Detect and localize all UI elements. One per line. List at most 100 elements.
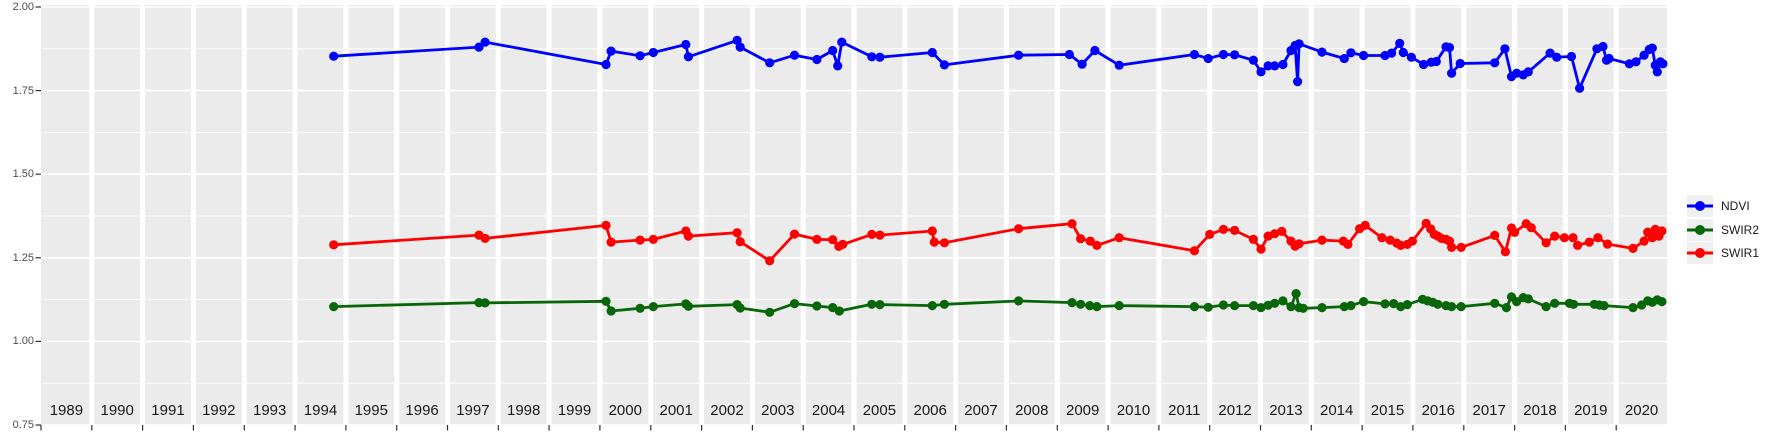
data-point [1294, 239, 1304, 249]
data-point [1444, 42, 1455, 53]
data-point [765, 307, 775, 317]
data-point [1317, 235, 1327, 245]
x-tick-label: 1990 [100, 402, 134, 419]
data-point [1584, 237, 1594, 247]
data-point [1090, 45, 1100, 56]
data-point [1402, 300, 1412, 310]
data-point [1407, 236, 1417, 246]
data-point [1550, 298, 1560, 308]
x-tick-label: 1999 [557, 402, 592, 419]
data-point [735, 42, 745, 52]
data-point [1343, 239, 1353, 249]
data-point [867, 299, 877, 309]
data-point [1189, 246, 1199, 256]
data-point [1510, 227, 1520, 237]
y-tick-label: 1.75 [12, 84, 34, 97]
data-point [1248, 55, 1258, 65]
x-tick-label: 1997 [456, 402, 490, 419]
x-tick-label: 1996 [405, 402, 439, 419]
x-tick-label: 2019 [1574, 402, 1608, 419]
data-point [875, 230, 885, 240]
data-point [1431, 56, 1441, 67]
data-point [1114, 233, 1124, 243]
data-point [1218, 300, 1228, 310]
data-point [1419, 59, 1429, 70]
legend-key-ndvi [1687, 195, 1713, 217]
data-point [1447, 242, 1457, 252]
data-point [1064, 49, 1074, 60]
data-point [1447, 302, 1457, 312]
y-tick-label: 0.75 [12, 419, 34, 431]
data-point [834, 306, 844, 316]
data-point [828, 235, 838, 245]
data-point [329, 240, 339, 250]
x-tick-label: 2015 [1370, 402, 1405, 419]
data-point [1092, 302, 1102, 312]
data-point [1189, 49, 1199, 60]
x-tick-label: 2010 [1116, 402, 1151, 419]
data-point [1628, 243, 1638, 253]
data-point [480, 233, 490, 243]
data-point [929, 237, 939, 247]
data-point [765, 58, 775, 68]
data-point [812, 234, 822, 244]
point-swatch-icon [1695, 224, 1705, 235]
x-tick-label: 2013 [1269, 402, 1303, 419]
data-point [648, 234, 658, 244]
data-point [681, 39, 691, 50]
data-point [606, 237, 616, 247]
data-point [1270, 229, 1280, 239]
data-point [1433, 299, 1443, 309]
data-point [1647, 43, 1657, 53]
data-point [1639, 236, 1649, 246]
data-point [635, 303, 645, 313]
data-point [1277, 226, 1287, 236]
data-point [1526, 223, 1536, 233]
data-point [1566, 51, 1577, 62]
data-point [1298, 303, 1308, 313]
legend-label-ndvi: NDVI [1721, 199, 1750, 213]
data-point [1380, 299, 1390, 309]
data-point [789, 50, 800, 60]
x-tick-label: 1989 [49, 402, 84, 419]
data-point [927, 301, 937, 311]
data-point [1657, 226, 1667, 236]
data-point [735, 237, 745, 247]
data-point [480, 37, 490, 47]
data-point [635, 51, 645, 61]
data-point [1189, 302, 1199, 312]
data-point [1346, 301, 1356, 311]
data-point [1205, 229, 1215, 239]
data-point [1398, 47, 1408, 58]
data-point [1278, 296, 1288, 306]
data-point [939, 238, 950, 248]
data-point [1317, 47, 1327, 57]
data-point [1395, 38, 1405, 49]
series-swir1 [329, 218, 1667, 266]
data-point [1501, 303, 1511, 313]
legend-key-swir1 [1687, 242, 1713, 264]
x-tick-label: 2014 [1320, 402, 1354, 419]
data-point [1286, 302, 1296, 312]
x-tick-label: 2017 [1472, 402, 1506, 419]
data-point [1406, 52, 1416, 62]
data-point [1593, 233, 1603, 243]
data-point [1377, 233, 1387, 243]
x-tick-label: 1995 [354, 402, 388, 419]
data-point [1490, 230, 1500, 240]
data-point [1657, 297, 1667, 307]
data-point [1256, 67, 1266, 77]
data-point [648, 302, 658, 312]
x-tick-label: 2011 [1168, 402, 1201, 419]
data-point [1447, 68, 1457, 78]
legend: NDVI SWIR2 SWIR1 [1687, 195, 1759, 266]
data-point [1598, 41, 1608, 52]
data-point [1076, 234, 1086, 244]
x-tick-label: 1994 [303, 402, 338, 419]
legend-entry-ndvi: NDVI [1687, 195, 1759, 217]
data-point [683, 231, 694, 241]
x-tick-label: 1998 [507, 402, 541, 419]
data-point [1203, 53, 1213, 64]
data-point [789, 229, 800, 239]
data-point [1387, 48, 1397, 58]
